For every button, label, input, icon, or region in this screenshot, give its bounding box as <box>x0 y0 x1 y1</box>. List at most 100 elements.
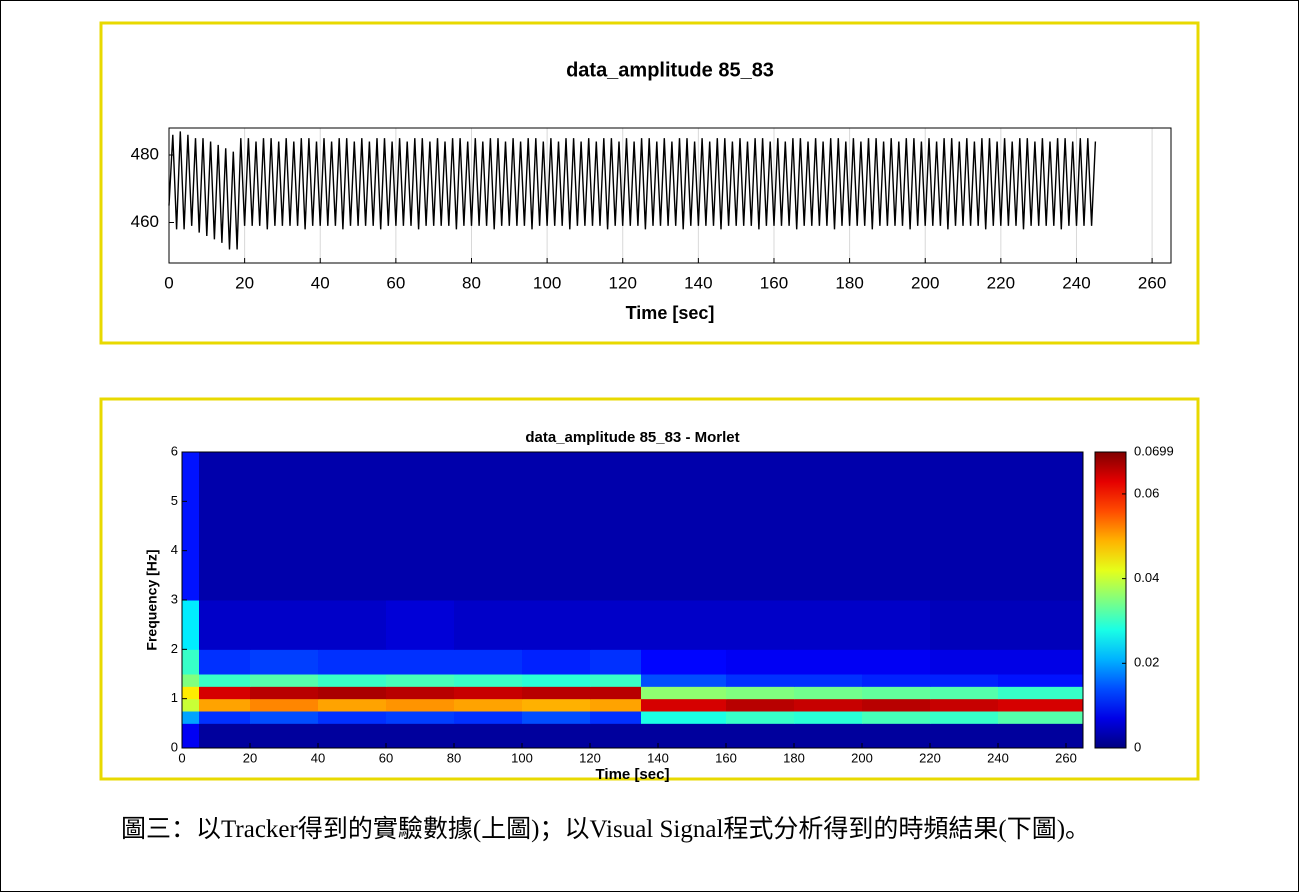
panel-border <box>99 21 1200 345</box>
figure: data_amplitude 85_830 20 40 60 80 100 120 140 16… <box>99 21 1200 783</box>
x-tick-label: 60 <box>386 273 405 292</box>
heat-cell <box>182 452 200 601</box>
heat-cell <box>182 600 200 650</box>
heat-cell <box>726 452 795 601</box>
heat-cell <box>250 711 319 724</box>
x-tick-label: 60 <box>379 750 393 765</box>
heat-cell <box>182 723 200 749</box>
heat-cell <box>930 649 999 675</box>
heat-cell <box>182 674 200 687</box>
y-tick-label: 2 <box>171 641 178 656</box>
x-tick-label: 80 <box>447 750 461 765</box>
y-tick-label: 480 <box>131 144 159 163</box>
x-tick-label: 0 <box>164 273 173 292</box>
x-tick-label: 20 <box>243 750 257 765</box>
y-axis-label: Frequency [Hz] <box>144 549 160 650</box>
heat-cell <box>250 452 319 601</box>
heat-cell <box>930 686 999 700</box>
x-tick-label: 240 <box>1062 273 1090 292</box>
signal-line <box>168 131 1097 250</box>
x-tick-label: 80 <box>462 273 481 292</box>
colorbar-tick-label: 0.04 <box>1134 570 1159 585</box>
x-tick-label: 40 <box>311 273 330 292</box>
heat-cell <box>590 698 642 712</box>
heat-cell <box>522 674 591 687</box>
heat-cell <box>998 711 1084 724</box>
heat-cell <box>930 698 999 712</box>
colorbar-tick-label: 0.02 <box>1134 655 1159 670</box>
heat-cell <box>522 452 591 601</box>
heat-cell <box>862 686 931 700</box>
x-tick-label: 100 <box>533 273 561 292</box>
heat-cell <box>182 711 200 724</box>
heat-cell <box>590 686 642 700</box>
heat-cell <box>590 674 642 687</box>
x-tick-label: 120 <box>579 750 601 765</box>
heat-cell <box>386 686 455 700</box>
x-tick-label: 260 <box>1055 750 1077 765</box>
heat-cell <box>726 649 795 675</box>
y-tick-label: 0 <box>171 739 178 754</box>
heat-cell <box>250 686 319 700</box>
heat-cell <box>794 698 863 712</box>
chart-title: data_amplitude 85_83 - Morlet <box>525 429 739 446</box>
heat-cell <box>199 723 251 749</box>
heat-cell <box>794 723 863 749</box>
heat-cell <box>454 723 523 749</box>
x-axis-label: Time [sec] <box>626 303 715 323</box>
heat-cell <box>862 600 931 650</box>
heat-cell <box>641 600 727 650</box>
heat-cell <box>862 452 931 601</box>
heat-cell <box>250 723 319 749</box>
heat-cell <box>522 698 591 712</box>
x-tick-label: 120 <box>609 273 637 292</box>
x-tick-label: 100 <box>511 750 533 765</box>
heat-cell <box>199 686 251 700</box>
heat-cell <box>794 674 863 687</box>
colorbar-tick-label: 0 <box>1134 739 1141 754</box>
heat-cell <box>794 711 863 724</box>
heat-cell <box>522 723 591 749</box>
heat-cell <box>454 452 523 601</box>
heat-cell <box>182 649 200 675</box>
heat-cell <box>199 711 251 724</box>
heat-cell <box>930 711 999 724</box>
heat-cell <box>794 649 863 675</box>
heat-cell <box>726 600 795 650</box>
heat-cell <box>386 649 455 675</box>
plot-frame <box>168 127 1172 264</box>
heat-cell <box>998 649 1084 675</box>
heat-cell <box>386 674 455 687</box>
heat-cell <box>930 674 999 687</box>
heat-cell <box>318 649 387 675</box>
heat-cell <box>930 723 999 749</box>
heat-cell <box>522 649 591 675</box>
y-tick-label: 1 <box>171 690 178 705</box>
heat-cell <box>250 600 319 650</box>
x-tick-label: 220 <box>987 273 1015 292</box>
x-tick-label: 220 <box>919 750 941 765</box>
heat-cell <box>250 649 319 675</box>
heat-cell <box>522 711 591 724</box>
heat-cell <box>862 674 931 687</box>
x-tick-label: 180 <box>783 750 805 765</box>
x-tick-label: 140 <box>684 273 712 292</box>
colorbar-tick-label: 0.06 <box>1134 485 1159 500</box>
y-tick-label: 4 <box>171 542 178 557</box>
heat-cell <box>386 698 455 712</box>
heat-cell <box>641 686 727 700</box>
chart-title: data_amplitude 85_83 <box>566 59 774 81</box>
heat-cell <box>862 698 931 712</box>
heat-cell <box>998 600 1084 650</box>
heat-cell <box>454 686 523 700</box>
heat-cell <box>318 674 387 687</box>
heat-cell <box>590 711 642 724</box>
heat-cell <box>386 711 455 724</box>
caption: 圖三：以Tracker得到的實驗數據(上圖)；以Visual Signal程式分… <box>121 816 1091 843</box>
heat-cell <box>522 686 591 700</box>
x-tick-label: 200 <box>911 273 939 292</box>
heat-cell <box>318 711 387 724</box>
heat-cell <box>318 686 387 700</box>
heat-cell <box>182 686 200 700</box>
heat-cell <box>590 452 642 601</box>
